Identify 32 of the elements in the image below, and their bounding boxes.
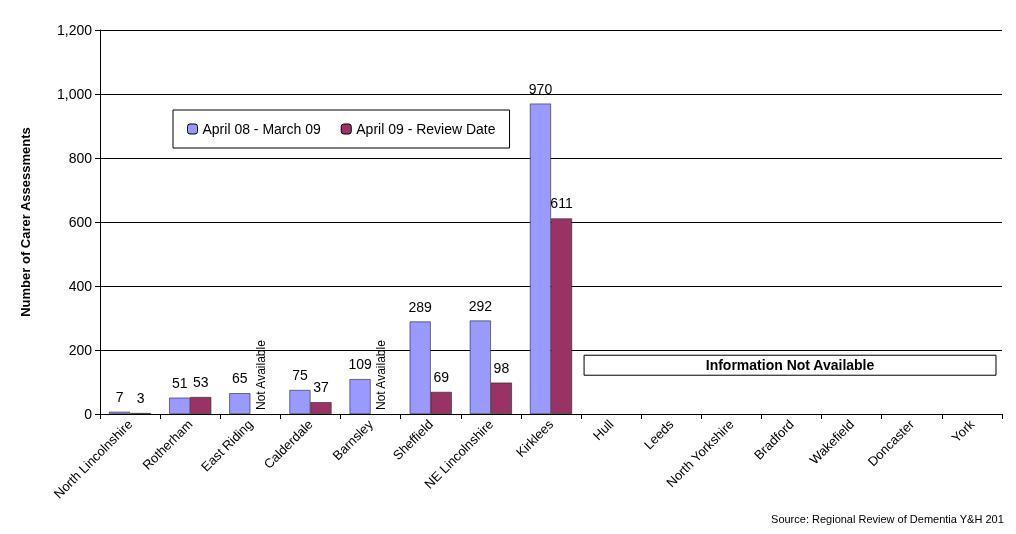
- y-tick-label: 200: [68, 342, 93, 358]
- y-tick-label: 600: [68, 214, 93, 230]
- data-label: 37: [313, 379, 329, 396]
- y-tick-label: 1,000: [56, 86, 93, 102]
- data-label: 98: [493, 359, 510, 376]
- x-tick-label: Hull: [590, 416, 617, 444]
- data-label: 75: [292, 367, 308, 383]
- data-label: 7: [115, 388, 124, 405]
- data-label: 65: [232, 370, 248, 387]
- bar: [229, 393, 251, 414]
- data-label: 292: [468, 297, 493, 314]
- legend-label: April 08 - March 09: [202, 121, 321, 137]
- annotation: Not Available: [253, 339, 268, 410]
- data-label: 3: [136, 390, 145, 407]
- y-tick-label: 1,200: [56, 22, 93, 38]
- legend-label: April 09 - Review Date: [356, 121, 496, 137]
- bar: [349, 379, 371, 414]
- y-axis-title: Number of Carer Assessments: [18, 127, 33, 317]
- data-label: 109: [348, 356, 372, 373]
- data-label: 970: [528, 80, 553, 97]
- data-label: 53: [192, 374, 209, 391]
- source-note: Source: Regional Review of Dementia Y&H 201: [771, 512, 1004, 525]
- annotation: Information Not Available: [705, 357, 875, 374]
- x-tick-label: York: [948, 416, 978, 446]
- y-tick-label: 400: [68, 278, 93, 294]
- y-tick-label: 800: [68, 150, 93, 166]
- data-label: 289: [408, 298, 433, 315]
- annotation: Not Available: [374, 339, 389, 410]
- data-label: 69: [433, 368, 450, 385]
- y-tick-label: 0: [84, 406, 93, 422]
- data-label: 611: [550, 195, 573, 212]
- data-label: 51: [171, 374, 188, 391]
